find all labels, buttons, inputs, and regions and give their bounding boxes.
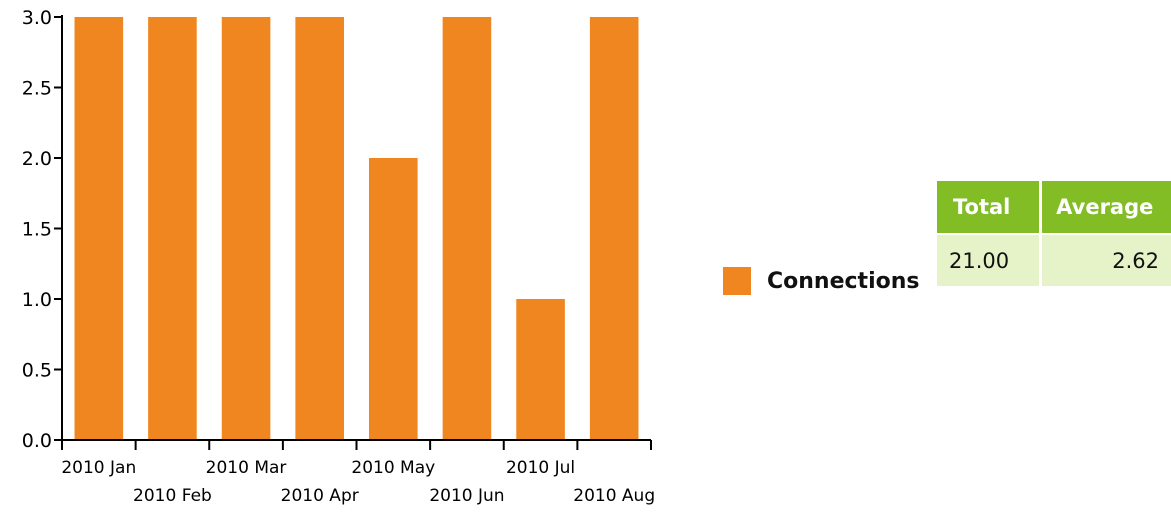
summary-table-row: 21.00 2.62 — [937, 234, 1171, 286]
bar-2010-mar — [221, 17, 271, 440]
y-tick-label: 0.0 — [22, 430, 52, 452]
bar-2010-aug — [589, 17, 639, 440]
x-tick-label: 2010 Feb — [133, 486, 212, 506]
summary-table-header-row: Total Average — [937, 181, 1171, 235]
cell-average: 2.62 — [1040, 234, 1171, 286]
x-tick-label: 2010 Aug — [573, 486, 655, 506]
x-tick-label: 2010 Jul — [506, 458, 575, 478]
y-tick-label: 2.5 — [22, 78, 52, 100]
legend-label-connections: Connections — [767, 268, 920, 294]
y-tick-label: 1.5 — [22, 219, 52, 241]
y-tick-label: 1.0 — [22, 289, 52, 311]
summary-table: Total Average 21.00 2.62 — [937, 181, 1171, 286]
bar-chart: 0.0 0.5 1.0 1.5 2.0 2.5 3.0 2010 Jan 2010 Feb 201… — [22, 7, 655, 506]
y-tick-label: 2.0 — [22, 148, 52, 170]
cell-total: 21.00 — [937, 234, 1043, 286]
x-tick-label: 2010 Jun — [429, 486, 504, 506]
header-total: Total — [937, 181, 1043, 235]
x-tick-label: 2010 Apr — [281, 486, 359, 506]
bar-2010-jan — [74, 17, 124, 440]
x-tick-label: 2010 Mar — [206, 458, 287, 478]
bar-2010-apr — [295, 17, 344, 440]
legend-swatch-connections — [723, 267, 751, 295]
y-tick-label: 3.0 — [22, 7, 52, 29]
bar-2010-feb — [148, 17, 197, 440]
x-tick-label: 2010 May — [351, 458, 435, 478]
bar-2010-jul — [516, 299, 565, 440]
bar-2010-may — [369, 158, 418, 440]
bar-2010-jun — [442, 17, 492, 440]
y-tick-label: 0.5 — [22, 360, 52, 382]
legend: Connections — [723, 267, 919, 295]
header-average: Average — [1040, 181, 1171, 235]
x-tick-label: 2010 Jan — [61, 458, 136, 478]
